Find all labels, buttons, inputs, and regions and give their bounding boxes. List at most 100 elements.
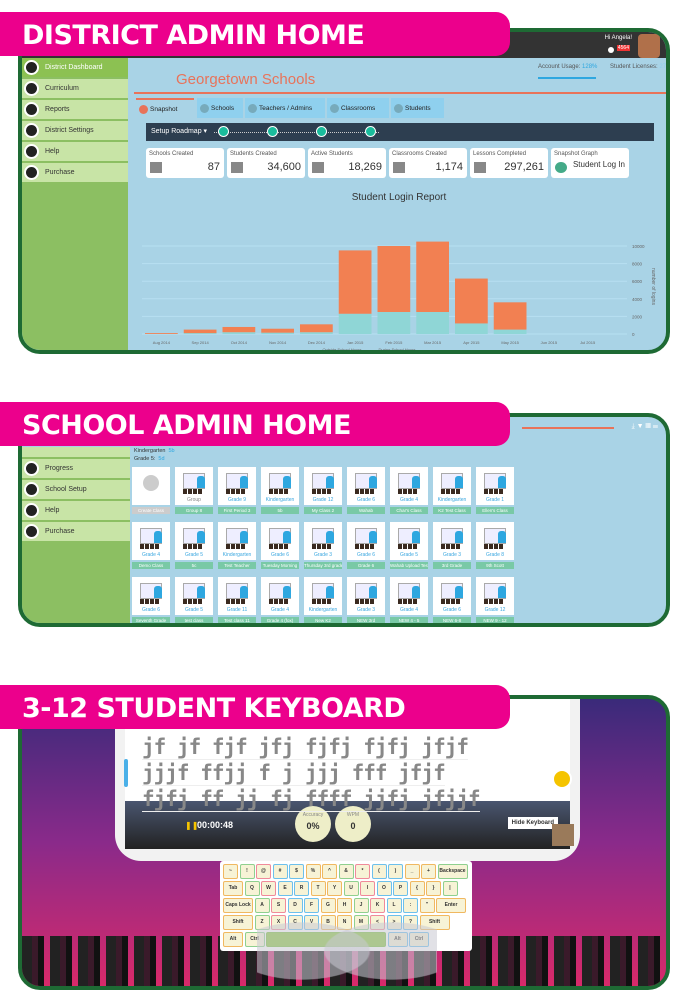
key--[interactable]: @ (256, 864, 271, 879)
class-grade: Grade 6 (442, 607, 462, 613)
tab-schools[interactable]: Schools (197, 98, 243, 118)
key--[interactable]: | (442, 881, 458, 896)
key--[interactable]: ( (371, 864, 387, 879)
class-grade: Kindergarten (437, 497, 467, 503)
grade-filter[interactable]: Grade 5: 5d (134, 456, 165, 462)
sidebar-item-help[interactable]: Help (22, 501, 130, 522)
sidebar-icon (24, 461, 39, 476)
key-r[interactable]: R (294, 881, 309, 896)
class-card[interactable]: Kindergarten Test Teacher (218, 522, 256, 569)
class-name: Wahab Upload Test (390, 562, 428, 569)
sidebar-icon (24, 60, 39, 75)
class-card[interactable]: Grade 4 Char's Class (390, 467, 428, 514)
sidebar-item-progress[interactable]: Progress (22, 459, 130, 480)
scroll-handle[interactable] (124, 759, 128, 787)
class-card[interactable]: Grade 3 Thursday 3rd grade (304, 522, 342, 569)
teacher-icon (326, 476, 334, 488)
class-card[interactable]: Grade 5 Wahab Upload Test (390, 522, 428, 569)
tab-snapshot[interactable]: Snapshot (136, 98, 194, 118)
class-card[interactable]: Grade 6 Grade 6 (347, 522, 385, 569)
typing-bar: ❚❚ 00:00:48 Accuracy 0% WPM 0 Hide Keyboar… (125, 801, 570, 849)
tab-classrooms[interactable]: Classrooms (327, 98, 389, 118)
avatar[interactable] (552, 824, 574, 846)
key-shift[interactable]: Shift (223, 915, 253, 930)
setup-roadmap[interactable]: Setup Roadmap ▾ (146, 123, 654, 141)
sidebar-item-district-settings[interactable]: District Settings (22, 121, 128, 142)
class-card[interactable]: Grade 6 NEW 6-8 (433, 577, 471, 623)
class-card[interactable]: Grade 1 Ellen's Class (476, 467, 514, 514)
key-enter[interactable]: Enter (436, 898, 466, 913)
class-card[interactable]: Grade 11 Test class 11 (218, 577, 256, 623)
grade-filter[interactable]: Kindergarten 5b (134, 448, 175, 454)
class-card[interactable]: Grade 6 Seventh Grade (132, 577, 170, 623)
key-caps-lock[interactable]: Caps Lock (223, 898, 253, 913)
key--[interactable]: + (421, 864, 436, 879)
class-card[interactable]: Kindergarten New K2 (304, 577, 342, 623)
sidebar-item-district-dashboard[interactable]: District Dashboard (22, 58, 128, 79)
key--[interactable]: ) (388, 864, 403, 879)
class-grade: Grade 4 (270, 607, 290, 613)
key--[interactable]: ~ (223, 864, 238, 879)
key-tab[interactable]: Tab (223, 881, 243, 896)
teacher-icon (455, 476, 463, 488)
sidebar-item-school-setup[interactable]: School Setup (22, 480, 130, 501)
pause-icon[interactable]: ❚❚ (185, 821, 199, 830)
x-tick-label: Jul 2015 (580, 340, 596, 345)
class-card[interactable]: Grade 4 Grade 4 (fox) (261, 577, 299, 623)
x-tick-label: Feb 2015 (385, 340, 403, 345)
notification-badge[interactable]: 4564 (616, 45, 630, 51)
bar-during-may-2015 (493, 302, 527, 330)
key-q[interactable]: Q (244, 881, 260, 896)
key--[interactable]: ^ (322, 864, 337, 879)
class-grade: Group (187, 497, 201, 503)
class-card[interactable]: Grade 12 My Class 2 (304, 467, 342, 514)
class-card[interactable]: Group Group 8 (175, 467, 213, 514)
class-card[interactable]: Grade 5 test class (175, 577, 213, 623)
class-card[interactable]: Grade 9 First Period 3 (218, 467, 256, 514)
help-icon[interactable] (608, 47, 614, 53)
sidebar-item-label: Help (45, 148, 60, 155)
sidebar: Progress School Setup Help Purchase (22, 447, 130, 623)
sidebar-item-help[interactable]: Help (22, 142, 128, 163)
class-card[interactable]: Grade 4 NEW 4 - 5 (390, 577, 428, 623)
class-card[interactable]: Kindergarten 5b (261, 467, 299, 514)
class-card[interactable]: Grade 3 NEW 3rd (347, 577, 385, 623)
class-grade: Grade 4 (399, 607, 419, 613)
x-tick-label: Mar 2015 (424, 340, 442, 345)
bar-outside-mar-2015 (416, 312, 449, 334)
class-card[interactable]: Grade 12 NEW 9 - 12 (476, 577, 514, 623)
hide-keyboard-button[interactable]: Hide Keyboard (507, 817, 558, 829)
typing-line: jjjf ffjj f j jjj fff jfjf (142, 761, 446, 786)
key--[interactable]: & (338, 864, 354, 879)
key--[interactable]: _ (404, 864, 420, 879)
key-alt[interactable]: Alt (223, 932, 243, 947)
class-card[interactable]: Grade 6 Tuesday Morning (261, 522, 299, 569)
class-card[interactable]: Grade 6 Wahab (347, 467, 385, 514)
tab-icon (200, 103, 209, 113)
class-card[interactable]: Kindergarten K2 Test Class (433, 467, 471, 514)
class-card[interactable]: Grade 5 5c (175, 522, 213, 569)
key--[interactable]: # (272, 864, 288, 879)
key-backspace[interactable]: Backspace (437, 864, 468, 879)
class-card[interactable]: Grade 4 Demo Class (132, 522, 170, 569)
class-card[interactable]: Grade 3 3rd Grade (433, 522, 471, 569)
tab-teachers-admins[interactable]: Teachers / Admins (245, 98, 325, 118)
class-card[interactable]: Grade 8 9th Scott (476, 522, 514, 569)
home-icon[interactable] (552, 769, 572, 789)
key--[interactable]: ! (239, 864, 255, 879)
key--[interactable]: $ (289, 864, 304, 879)
tab-students[interactable]: Students (391, 98, 444, 118)
sidebar-item-curriculum[interactable]: Curriculum (22, 79, 128, 100)
bar-outside-jan-2015 (338, 313, 372, 334)
avatar[interactable] (638, 34, 660, 58)
create-class-button[interactable]: Create Class (132, 467, 170, 514)
sidebar-item-purchase[interactable]: Purchase (22, 522, 130, 543)
sidebar-item-purchase[interactable]: Purchase (22, 163, 128, 184)
sidebar-item-reports[interactable]: Reports (22, 100, 128, 121)
sidebar-item-hidden[interactable] (22, 447, 130, 459)
key--[interactable]: * (355, 864, 370, 879)
view-toolbar[interactable]: ⤓ ▼ ▦ ☰ (631, 423, 658, 430)
key--[interactable]: { (409, 881, 425, 896)
stat-card[interactable]: Snapshot Graph Student Log In (551, 148, 629, 178)
key--[interactable]: % (305, 864, 321, 879)
